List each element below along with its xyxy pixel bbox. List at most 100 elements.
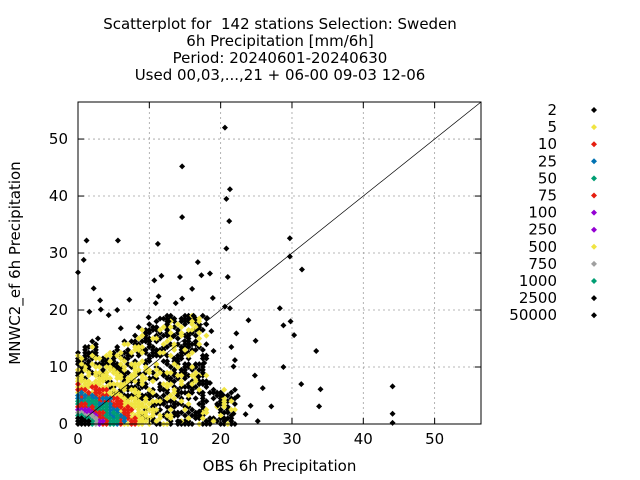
data-point: [146, 326, 153, 333]
data-point: [196, 408, 203, 415]
legend-marker: [591, 141, 597, 148]
data-point: [280, 364, 287, 371]
data-point: [121, 349, 128, 356]
data-point: [121, 406, 128, 413]
data-point: [185, 372, 192, 379]
data-point: [92, 398, 99, 405]
data-point: [153, 318, 160, 325]
legend-marker: [591, 295, 597, 302]
data-point: [174, 364, 181, 371]
data-point: [135, 389, 142, 396]
data-point: [171, 409, 178, 416]
data-point: [199, 326, 206, 333]
legend-label: 10: [538, 135, 557, 153]
data-point: [85, 358, 92, 365]
data-point: [389, 419, 396, 426]
data-point: [174, 386, 181, 393]
data-point: [171, 366, 178, 373]
data-point: [164, 358, 171, 365]
chart-title-line-2: 6h Precipitation [mm/6h]: [186, 32, 374, 50]
data-point: [82, 386, 89, 393]
data-point: [196, 386, 203, 393]
data-point: [155, 293, 162, 300]
data-point: [149, 344, 156, 351]
data-point: [149, 369, 156, 376]
data-points: [75, 124, 396, 427]
data-point: [96, 418, 103, 425]
data-point: [157, 398, 164, 405]
data-point: [99, 355, 106, 362]
data-point: [196, 315, 203, 322]
data-point: [276, 305, 283, 312]
data-point: [142, 409, 149, 416]
data-point: [178, 389, 185, 396]
data-point: [132, 338, 139, 345]
data-point: [199, 415, 206, 422]
data-point: [85, 406, 92, 413]
data-point: [160, 392, 167, 399]
data-point: [167, 375, 174, 382]
y-tick-label: 10: [49, 358, 68, 376]
data-point: [152, 300, 159, 307]
data-point: [107, 364, 114, 371]
data-point: [194, 259, 201, 266]
data-point: [164, 395, 171, 402]
plot-frame: [77, 101, 482, 425]
data-point: [167, 369, 174, 376]
data-point: [96, 409, 103, 416]
data-point: [164, 312, 171, 319]
data-point: [107, 415, 114, 422]
data-point: [199, 346, 206, 353]
data-point: [203, 341, 210, 348]
data-point: [233, 330, 240, 337]
data-point: [90, 285, 97, 292]
data-point: [224, 273, 231, 280]
data-point: [181, 406, 188, 413]
data-point: [153, 392, 160, 399]
data-point: [117, 325, 124, 332]
data-point: [203, 418, 210, 425]
data-point: [117, 398, 124, 405]
y-axis-label: MNWC2_ef 6h Precipitation: [6, 161, 25, 364]
data-point: [217, 412, 224, 419]
data-point: [121, 358, 128, 365]
legend-marker: [591, 312, 597, 319]
data-point: [206, 270, 213, 277]
x-tick-label: 20: [211, 430, 230, 448]
legend-label: 500: [528, 238, 557, 256]
data-point: [167, 392, 174, 399]
data-point: [165, 318, 172, 325]
data-point: [107, 389, 114, 396]
data-point: [223, 195, 230, 202]
data-point: [124, 398, 131, 405]
data-point: [181, 346, 188, 353]
data-point: [214, 418, 221, 425]
data-point: [139, 332, 146, 339]
data-point: [160, 315, 167, 322]
data-point: [234, 393, 241, 400]
data-point: [172, 300, 179, 307]
data-point: [189, 285, 196, 292]
data-point: [117, 349, 124, 356]
data-point: [114, 412, 121, 419]
data-point: [196, 361, 203, 368]
data-point: [160, 358, 167, 365]
data-point: [316, 403, 323, 410]
data-point: [208, 328, 215, 335]
data-point: [157, 349, 164, 356]
data-point: [230, 410, 237, 417]
data-point: [151, 277, 158, 284]
data-point: [117, 361, 124, 368]
data-point: [298, 266, 305, 273]
data-point: [251, 372, 258, 379]
data-point: [96, 375, 103, 382]
chart-title-line-3: Period: 20240601-20240630: [172, 49, 388, 67]
legend-label: 1000: [519, 272, 557, 290]
legend-marker: [591, 192, 597, 199]
data-point: [189, 412, 196, 419]
data-point: [117, 392, 124, 399]
data-point: [176, 273, 183, 280]
data-point: [110, 418, 117, 425]
data-point: [82, 344, 89, 351]
